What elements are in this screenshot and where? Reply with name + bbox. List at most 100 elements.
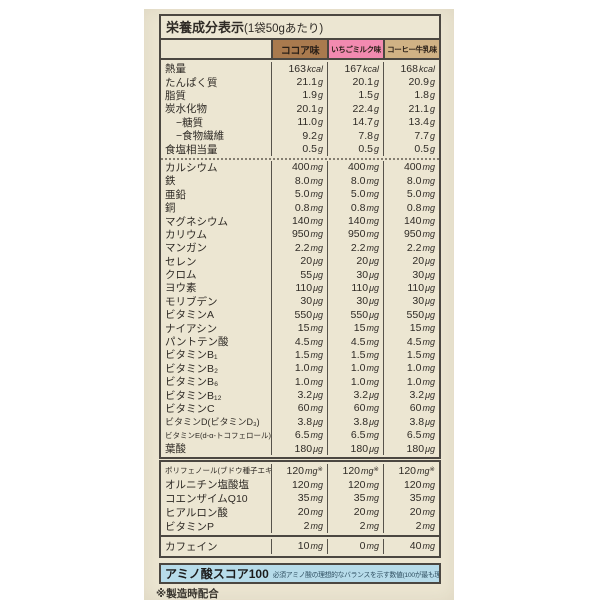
value-number: 0 xyxy=(359,540,366,553)
value-number: 55 xyxy=(300,268,313,281)
value-number: 20 xyxy=(409,506,422,519)
nutrient-row: ビタミンB₆ 1.0 mg 1.0 mg 1.0 mg xyxy=(161,374,439,389)
value-number: 950 xyxy=(403,228,422,241)
nutrient-label: ビタミンP xyxy=(165,520,215,533)
nutrient-value: 140 mg xyxy=(327,214,383,228)
value-number: 3.2 xyxy=(409,389,425,402)
nutrient-value: 4.5 mg xyxy=(271,334,327,349)
nutrient-value: 4.5 mg xyxy=(327,334,383,349)
nutrient-value: 35 mg xyxy=(327,491,383,506)
value-number: 20 xyxy=(412,255,425,268)
nutrient-value: 9.2 g xyxy=(271,128,327,143)
nutrient-value: 3.2 μg xyxy=(383,388,439,402)
value-unit: mg xyxy=(422,376,435,387)
value-number: 40 xyxy=(409,540,422,553)
value-number: 0.5 xyxy=(302,143,317,156)
value-unit: mg xyxy=(422,479,435,490)
nutrient-row: 亜鉛 5.0 mg 5.0 mg 5.0 mg xyxy=(161,187,439,201)
nutrient-row: コエンザイムQ10 35 mg 35 mg 35 mg xyxy=(161,491,439,506)
nutrient-value: 1.0 mg xyxy=(271,374,327,389)
value-unit: mg xyxy=(310,541,323,552)
value-unit: g xyxy=(317,130,323,141)
value-number: 9.2 xyxy=(302,129,317,142)
nutrient-value: 21.1 g xyxy=(271,75,327,89)
value-number: 13.4 xyxy=(408,116,429,129)
nutrient-row: ビタミンE(d-α-トコフェロール) 6.5 mg 6.5 mg 6.5 mg xyxy=(161,428,439,442)
nutrient-row: ヨウ素 110 μg 110 μg 110 μg xyxy=(161,281,439,295)
value-number: 6.5 xyxy=(294,429,310,442)
manufacturing-footnote: ※製造時配合 xyxy=(156,588,219,600)
nutrient-label: セレン xyxy=(165,255,197,268)
value-number: 950 xyxy=(347,228,366,241)
nutrient-value: 6.5 mg xyxy=(271,428,327,442)
value-number: 20.1 xyxy=(296,102,317,115)
nutrient-row: ビタミンB₁ 1.5 mg 1.5 mg 1.5 mg xyxy=(161,348,439,362)
value-unit: g xyxy=(373,130,379,141)
nutrient-value: 15 mg xyxy=(271,321,327,335)
value-unit: μg xyxy=(369,309,379,320)
value-number: 4.5 xyxy=(350,335,366,348)
nutrient-row: マグネシウム 140 mg 140 mg 140 mg xyxy=(161,214,439,228)
nutrient-value: 55 μg xyxy=(271,267,327,282)
value-unit: mg xyxy=(422,336,435,347)
supplement-section: ポリフェノール(ブドウ種子エキス由来)120mg※120mg※120mg※オルニ… xyxy=(161,464,439,533)
nutrient-label: カフェイン xyxy=(165,540,218,553)
value-number: 167 xyxy=(344,62,362,75)
nutrient-row: ビタミンD(ビタミンD₃) 3.8 μg 3.8 μg 3.8 μg xyxy=(161,415,439,429)
value-unit: mg xyxy=(366,541,379,552)
value-unit: mg xyxy=(422,162,435,173)
value-number: 180 xyxy=(350,442,369,455)
value-number: 1.0 xyxy=(350,375,366,388)
value-number: 180 xyxy=(406,442,425,455)
value-unit: mg xyxy=(310,430,323,441)
value-unit: μg xyxy=(369,256,379,267)
nutrient-value: 120 mg ※ xyxy=(271,464,327,478)
nutrient-value: 8.0 mg xyxy=(327,174,383,188)
value-unit: mg xyxy=(310,189,323,200)
value-unit: mg xyxy=(422,229,435,240)
nutrient-label: ビタミンB₂ xyxy=(165,362,219,375)
value-unit: mg xyxy=(310,229,323,240)
nutrient-value: 3.8 μg xyxy=(327,415,383,429)
value-unit: mg xyxy=(366,363,379,374)
value-number: 6.5 xyxy=(350,429,366,442)
nutrient-value: 15 mg xyxy=(327,321,383,335)
value-unit: μg xyxy=(369,282,379,293)
value-number: 0.8 xyxy=(294,201,310,214)
nutrient-value: 40 mg xyxy=(383,538,439,554)
value-unit: mg xyxy=(422,403,435,414)
nutrient-value: 400 mg xyxy=(327,160,383,175)
value-unit: mg xyxy=(422,430,435,441)
nutrient-value: 20.1 g xyxy=(271,102,327,116)
nutrient-row: カリウム 950 mg 950 mg 950 mg xyxy=(161,227,439,242)
value-number: 7.7 xyxy=(414,129,429,142)
value-unit: mg xyxy=(366,376,379,387)
macronutrient-section: 熱量 163 kcal 167 kcal 168 kcal たんぱく質 21.1 g 20.1 g 20… xyxy=(161,60,439,156)
nutrient-row: ビタミンC 60 mg 60 mg 60 mg xyxy=(161,401,439,416)
value-number: 22.4 xyxy=(352,102,373,115)
nutrient-value: 0 mg xyxy=(327,538,383,554)
value-unit: g xyxy=(317,103,323,114)
value-number: 120 xyxy=(398,464,417,477)
value-unit: μg xyxy=(313,296,323,307)
value-number: 950 xyxy=(291,228,310,241)
value-number: 1.0 xyxy=(294,362,310,375)
value-number: 30 xyxy=(356,268,369,281)
value-number: 120 xyxy=(286,464,305,477)
flavor-header-empty-cell xyxy=(161,40,271,58)
value-number: 4.5 xyxy=(294,335,310,348)
nutrient-value: 950 mg xyxy=(383,227,439,242)
nutrient-row: 熱量 163 kcal 167 kcal 168 kcal xyxy=(161,62,439,76)
value-number: 5.0 xyxy=(294,188,310,201)
nutrient-value: 120 mg ※ xyxy=(383,464,439,478)
nutrient-value: 400 mg xyxy=(271,160,327,175)
nutrient-row: 脂質 1.9 g 1.5 g 1.8 g xyxy=(161,88,439,103)
nutrient-value: 167 kcal xyxy=(327,62,383,76)
value-unit: g xyxy=(373,90,379,101)
nutrient-label: 亜鉛 xyxy=(165,188,186,201)
value-unit: mg xyxy=(366,521,379,532)
value-number: 168 xyxy=(400,62,418,75)
value-unit: mg xyxy=(422,349,435,360)
value-unit: g xyxy=(429,103,435,114)
value-number: 0.8 xyxy=(350,201,366,214)
